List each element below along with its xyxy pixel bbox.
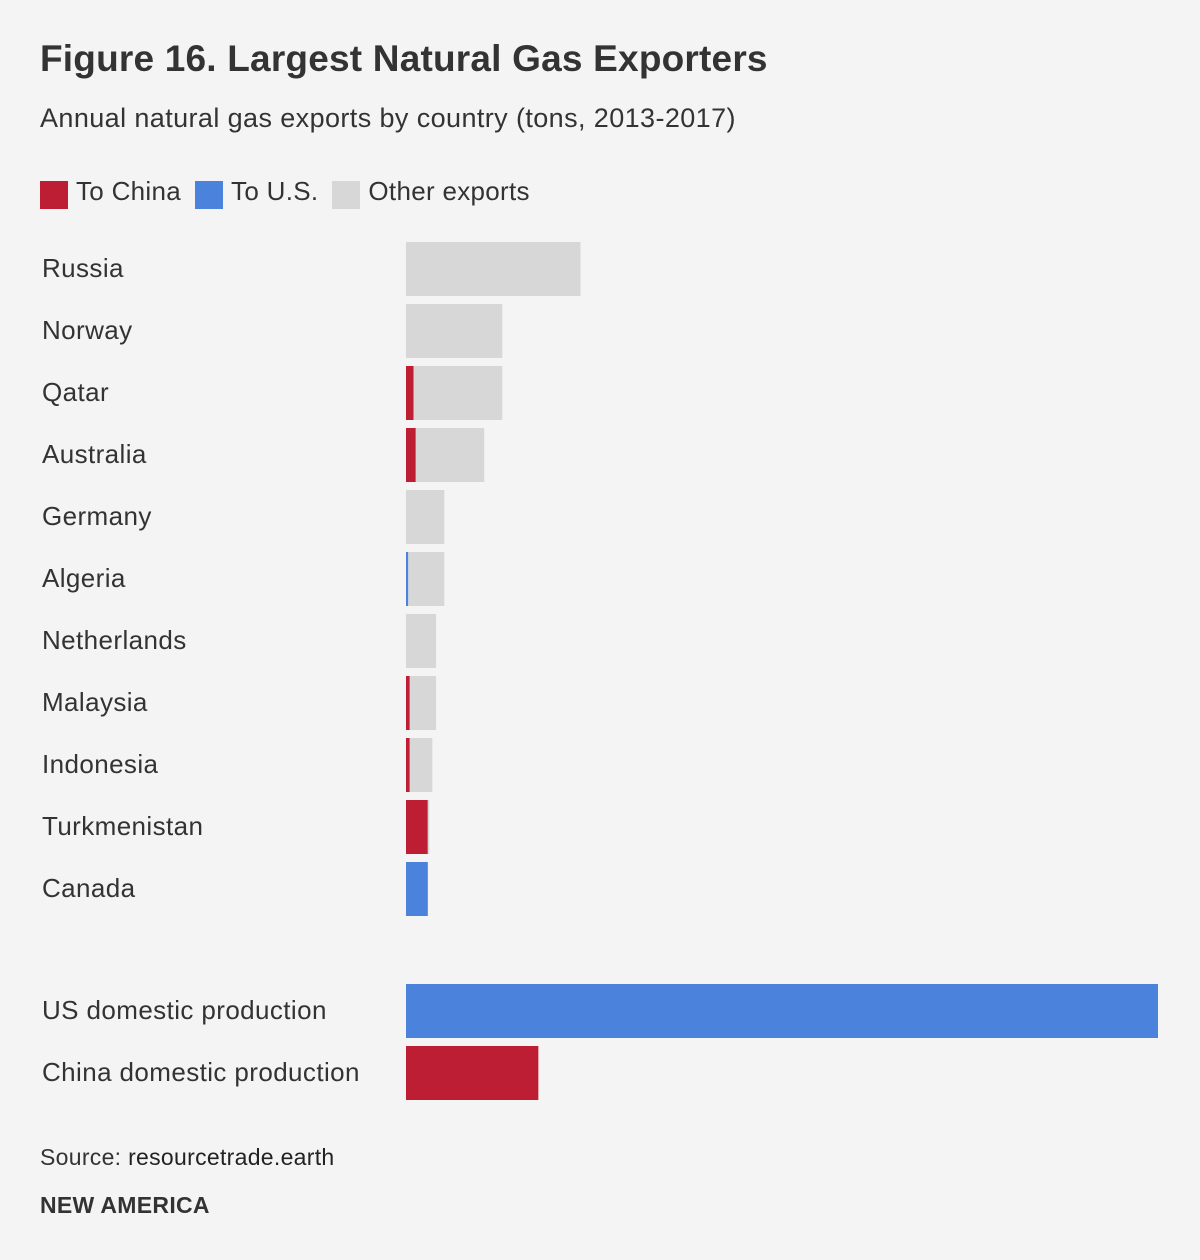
category-label-algeria: Algeria xyxy=(42,563,126,593)
chart-title: Figure 16. Largest Natural Gas Exporters xyxy=(40,38,768,79)
bar-indonesia-other-exports xyxy=(409,738,433,792)
bar-qatar-other-exports xyxy=(413,366,503,420)
bar-germany-other-exports xyxy=(406,490,445,544)
category-label-australia: Australia xyxy=(42,439,147,469)
bar-qatar-to-china xyxy=(406,366,414,420)
category-label-us-domestic-production: US domestic production xyxy=(42,995,327,1025)
bar-turkmenistan-to-china xyxy=(406,800,428,854)
bar-australia-to-china xyxy=(406,428,416,482)
legend-item-other-exports: Other exports xyxy=(332,176,530,209)
bar-turkmenistan-other-exports xyxy=(427,800,430,854)
bar-russia-other-exports xyxy=(406,242,581,296)
bar-algeria-other-exports xyxy=(408,552,445,606)
bar-norway-other-exports xyxy=(406,304,503,358)
category-label-netherlands: Netherlands xyxy=(42,625,187,655)
bar-malaysia-to-china xyxy=(406,676,410,730)
legend-item-to-us: To U.S. xyxy=(195,176,319,209)
bar-malaysia-other-exports xyxy=(409,676,437,730)
legend-item-to-china: To China xyxy=(40,176,182,209)
legend: To China To U.S. Other exports xyxy=(40,176,544,209)
legend-swatch-to-china xyxy=(40,180,68,209)
legend-swatch-other-exports xyxy=(332,180,361,209)
legend-label-to-us: To U.S. xyxy=(231,176,319,206)
chart-subtitle: Annual natural gas exports by country (t… xyxy=(40,103,736,133)
brand-logo: NEW AMERICA xyxy=(40,1192,210,1218)
bar-us-domestic-production xyxy=(406,984,1158,1038)
category-label-norway: Norway xyxy=(42,315,133,345)
category-label-turkmenistan: Turkmenistan xyxy=(42,811,203,841)
legend-label-other-exports: Other exports xyxy=(368,176,530,206)
category-label-canada: Canada xyxy=(42,873,136,903)
source-note: Source: resourcetrade.earth xyxy=(40,1144,335,1171)
bar-algeria-to-u-s xyxy=(406,552,409,606)
bar-australia-other-exports xyxy=(415,428,485,482)
category-label-russia: Russia xyxy=(42,253,124,283)
category-label-indonesia: Indonesia xyxy=(42,749,158,779)
bar-china-domestic-production xyxy=(406,1046,539,1100)
source-link[interactable]: resourcetrade.earth xyxy=(128,1144,335,1170)
category-label-qatar: Qatar xyxy=(42,377,109,407)
category-label-china-domestic-production: China domestic production xyxy=(42,1057,360,1087)
category-label-germany: Germany xyxy=(42,501,152,531)
bar-netherlands-other-exports xyxy=(406,614,437,668)
bar-canada-to-u-s xyxy=(406,862,428,916)
category-label-malaysia: Malaysia xyxy=(42,687,148,717)
bar-chart: Russia Norway Qatar Australia Germany Algeria… xyxy=(42,242,1158,1100)
bar-indonesia-to-china xyxy=(406,738,410,792)
source-label: Source: xyxy=(40,1144,122,1170)
legend-label-to-china: To China xyxy=(76,176,182,206)
legend-swatch-to-us xyxy=(195,180,224,209)
